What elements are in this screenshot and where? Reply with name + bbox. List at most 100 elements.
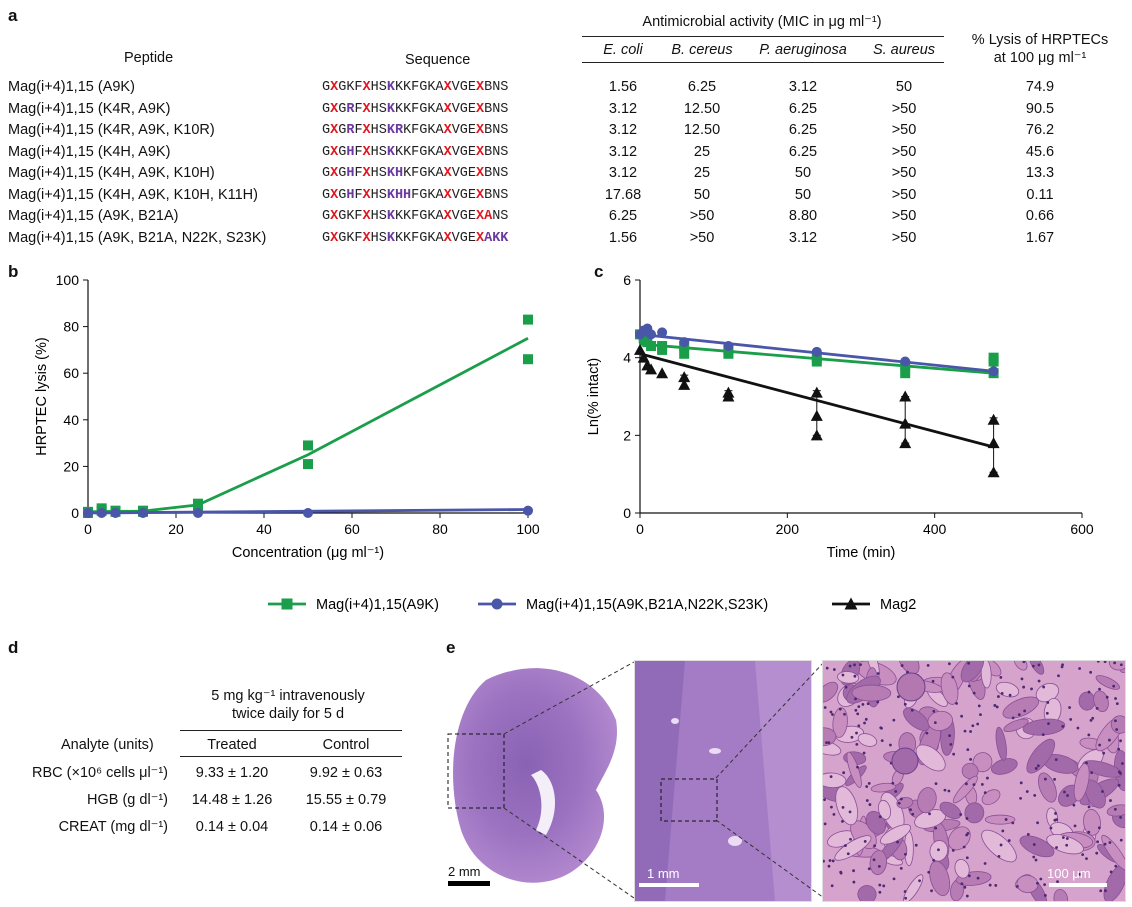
data-point	[679, 337, 690, 348]
peptide-sequence: GXGKFXHSKKKFGKAXVGEXAKK	[322, 230, 509, 246]
x-tick-label: 20	[168, 521, 184, 537]
data-point	[656, 367, 669, 379]
mic-value: 8.80	[788, 208, 818, 224]
x-tick-label: 200	[776, 521, 800, 537]
x-tick-label: 400	[923, 521, 947, 537]
mic-value: 3.12	[608, 100, 638, 117]
dose-header-line2: twice daily for 5 d	[231, 706, 345, 722]
data-point	[900, 368, 911, 379]
mic-value: 3.12	[608, 122, 638, 138]
treated-value: 14.48 ± 1.26	[191, 792, 273, 808]
x-tick-label: 0	[636, 521, 644, 537]
series-markers	[83, 505, 533, 518]
mic-value: 12.50	[683, 122, 721, 138]
col-header-lysis-1: % Lysis of HRPTECs	[971, 32, 1109, 48]
y-axis-label: HRPTEC lysis (%)	[34, 337, 50, 455]
col-header-lysis-2: at 100 μg ml⁻¹	[993, 50, 1087, 66]
y-tick-label: 0	[71, 505, 79, 521]
col-header-treated: Treated	[207, 737, 257, 753]
mic-value: >50	[689, 229, 715, 246]
mic-value: 6.25	[788, 143, 818, 160]
y-tick-label: 0	[623, 505, 631, 521]
mic-value: 6.25	[608, 208, 638, 224]
data-point	[988, 366, 999, 377]
x-axis-label: Time (min)	[827, 545, 896, 561]
treated-value: 9.33 ± 1.20	[195, 765, 269, 781]
y-tick-label: 60	[63, 365, 79, 381]
mic-value: >50	[891, 229, 917, 246]
legend-label: Mag(i+4)1,15(A9K)	[316, 597, 439, 613]
peptide-name: Mag(i+4)1,15 (K4R, A9K)	[8, 100, 171, 117]
mic-value: 25	[693, 143, 711, 160]
data-point	[811, 346, 822, 357]
data-point	[646, 341, 657, 352]
x-tick-label: 40	[256, 521, 272, 537]
series-markers	[635, 323, 999, 377]
peptide-sequence: GXGRFXHSKKKFGKAXVGEXBNS	[322, 101, 509, 117]
col-header-ecoli: E. coli	[603, 42, 643, 58]
scale-bar-2mm: 2 mm	[448, 864, 481, 879]
mic-value: >50	[689, 208, 715, 224]
panel-label-d: d	[8, 638, 19, 657]
histology-high-mag-image: 100 μm	[822, 660, 1126, 902]
peptide-name: Mag(i+4)1,15 (K4H, A9K, K10H)	[8, 165, 215, 181]
legend-marker	[491, 598, 503, 610]
peptide-name: Mag(i+4)1,15 (A9K)	[8, 79, 135, 95]
col-header-analyte: Analyte (units)	[61, 737, 154, 753]
data-point	[811, 352, 822, 363]
legend-marker	[281, 598, 293, 610]
x-tick-label: 0	[84, 521, 92, 537]
series-markers	[83, 314, 533, 518]
panel-label-e: e	[446, 638, 456, 657]
histology-overview-image: 2 mm	[446, 660, 622, 900]
peptide-sequence: GXGHFXHSKKKFGKAXVGEXBNS	[322, 144, 509, 160]
data-point	[645, 363, 658, 375]
col-header-sequence: Sequence	[405, 52, 471, 68]
control-value: 0.14 ± 0.06	[309, 819, 383, 835]
mic-value: 3.12	[608, 165, 638, 181]
data-point	[303, 440, 313, 451]
mic-value: 6.25	[687, 79, 717, 95]
data-point	[303, 508, 313, 518]
col-header-mic-group: Antimicrobial activity (MIC in μg ml⁻¹)	[642, 14, 882, 30]
analyte-label: RBC (×10⁶ cells μl⁻¹)	[32, 765, 168, 781]
data-point	[193, 508, 203, 518]
scale-bar-1mm: 1 mm	[647, 866, 680, 881]
analyte-label: CREAT (mg dl⁻¹)	[58, 819, 168, 835]
control-value: 9.92 ± 0.63	[309, 765, 383, 781]
legend-label: Mag(i+4)1,15(A9K,B21A,N22K,S23K)	[526, 597, 768, 613]
data-point	[96, 508, 107, 518]
data-point	[657, 327, 668, 338]
control-value: 15.55 ± 0.79	[305, 792, 387, 808]
lysis-value: 74.9	[1025, 79, 1055, 95]
mic-value: 12.50	[683, 100, 721, 117]
col-header-peptide: Peptide	[124, 50, 174, 66]
legend-label: Mag2	[880, 597, 916, 613]
col-header-saureus: S. aureus	[872, 42, 936, 58]
mic-value: 3.12	[788, 229, 818, 246]
lysis-value: 45.6	[1025, 143, 1055, 160]
lysis-value: 13.3	[1025, 165, 1055, 181]
dose-header-line1: 5 mg kg⁻¹ intravenously	[211, 688, 365, 704]
mic-value: 6.25	[788, 100, 818, 117]
data-point	[138, 508, 148, 518]
mic-value: 6.25	[788, 122, 818, 138]
peptide-name: Mag(i+4)1,15 (A9K, B21A, N22K, S23K)	[8, 229, 267, 246]
mic-value: 17.68	[604, 186, 642, 203]
col-header-bcereus: B. cereus	[671, 42, 733, 58]
data-point	[110, 508, 121, 518]
peptide-sequence: GXGKFXHSKKKFGKAXVGEXBNS	[322, 80, 509, 95]
y-tick-label: 20	[63, 458, 79, 474]
data-point	[988, 352, 999, 363]
peptide-sequence: GXGRFXHSKRKFGKAXVGEXBNS	[322, 123, 509, 138]
peptide-name: Mag(i+4)1,15 (A9K, B21A)	[8, 208, 179, 224]
mic-value: 3.12	[608, 143, 638, 160]
lysis-value: 0.11	[1026, 186, 1054, 203]
lysis-value: 0.66	[1025, 208, 1055, 224]
y-tick-label: 4	[623, 350, 631, 366]
col-header-paeruginosa: P. aeruginosa	[759, 42, 847, 58]
mic-value: 50	[794, 186, 812, 203]
data-point	[723, 348, 734, 359]
scale-bar-100um: 100 μm	[1047, 866, 1091, 881]
data-point	[637, 351, 650, 363]
